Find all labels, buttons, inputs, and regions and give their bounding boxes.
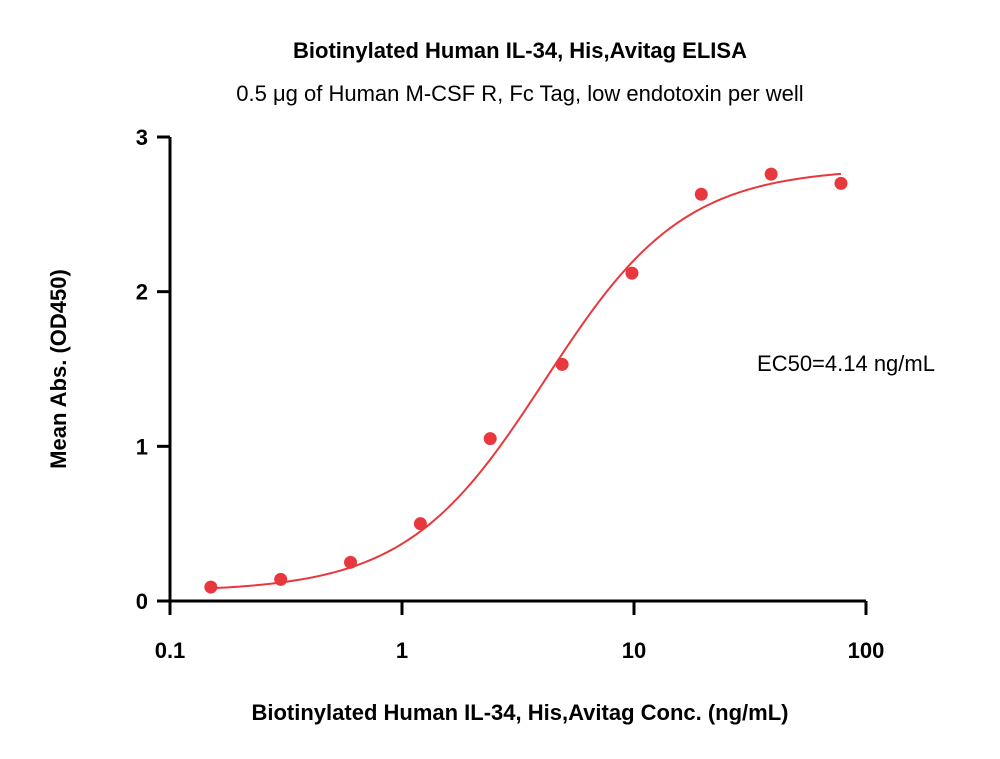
- y-axis-label: Mean Abs. (OD450): [46, 269, 71, 469]
- data-point: [344, 555, 358, 569]
- data-point: [694, 187, 708, 201]
- data-point: [555, 357, 569, 371]
- y-tick-label: 2: [136, 280, 148, 305]
- data-point: [764, 167, 778, 181]
- x-tick-label: 1: [396, 638, 408, 663]
- x-tick-label: 0.1: [155, 638, 186, 663]
- data-point: [483, 432, 497, 446]
- x-tick-label: 100: [848, 638, 885, 663]
- y-tick-label: 1: [136, 434, 148, 459]
- data-point: [274, 572, 288, 586]
- data-points: [204, 167, 848, 594]
- data-point: [834, 176, 848, 190]
- fit-curve: [210, 172, 842, 590]
- chart-title: Biotinylated Human IL-34, His,Avitag ELI…: [293, 38, 747, 63]
- chart-subtitle: 0.5 μg of Human M-CSF R, Fc Tag, low end…: [236, 81, 803, 106]
- x-axis-label: Biotinylated Human IL-34, His,Avitag Con…: [251, 700, 788, 725]
- ec50-annotation: EC50=4.14 ng/mL: [757, 351, 935, 376]
- data-point: [204, 580, 218, 594]
- x-tick-label: 10: [622, 638, 646, 663]
- y-tick-label: 3: [136, 125, 148, 150]
- axes: 0 1 2 3 0.1 1 10 100: [136, 125, 885, 663]
- y-tick-label: 0: [136, 589, 148, 614]
- data-point: [413, 517, 427, 531]
- data-point: [625, 266, 639, 280]
